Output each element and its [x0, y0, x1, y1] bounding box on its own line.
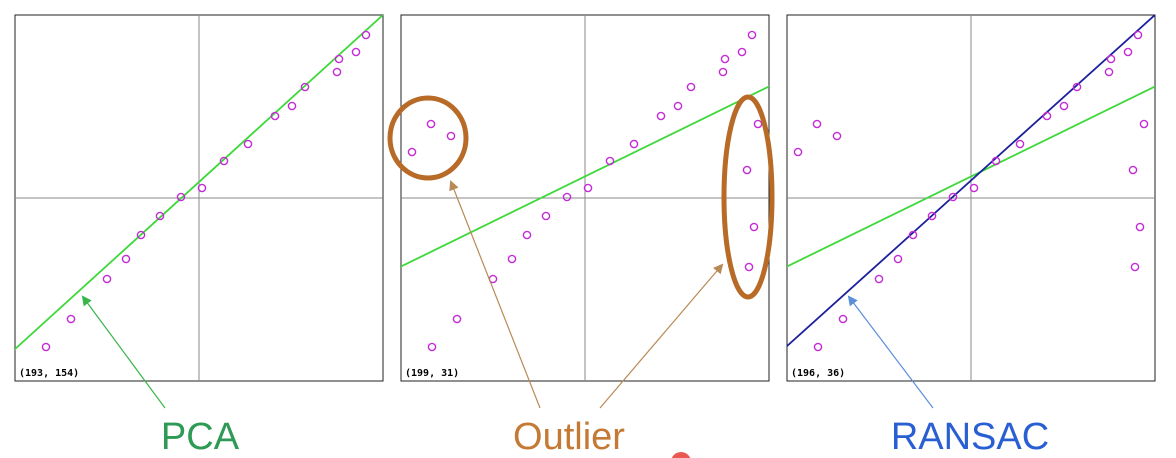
ransac-panel: (196, 36)	[786, 14, 1156, 382]
data-point	[1128, 165, 1138, 175]
cursor-dot-icon	[671, 452, 691, 458]
data-point	[720, 54, 730, 64]
outlier-ellipse-right	[721, 94, 775, 300]
data-point	[1123, 47, 1133, 57]
pca-label: PCA	[161, 416, 240, 458]
data-point	[1135, 222, 1145, 232]
data-point	[744, 262, 754, 272]
data-point	[507, 254, 517, 264]
data-point	[686, 82, 696, 92]
data-point	[361, 30, 371, 40]
data-point	[1104, 67, 1114, 77]
data-point	[1133, 30, 1143, 40]
data-point	[446, 131, 456, 141]
data-point	[452, 314, 462, 324]
data-point	[1015, 139, 1025, 149]
data-point	[334, 54, 344, 64]
data-point	[749, 222, 759, 232]
data-point	[948, 192, 958, 202]
data-point	[629, 139, 639, 149]
data-point	[197, 183, 207, 193]
data-point	[1139, 119, 1149, 129]
ransac-ransac-line	[787, 15, 1155, 348]
pca-arrow	[81, 295, 166, 409]
outlier-circle-left	[387, 95, 469, 181]
data-point	[427, 342, 437, 352]
data-point	[737, 47, 747, 57]
data-point	[673, 101, 683, 111]
data-point	[656, 111, 666, 121]
data-point	[66, 314, 76, 324]
ransac-coordinate-readout: (196, 36)	[791, 368, 845, 379]
data-point	[753, 119, 763, 129]
ransac-fit-line	[787, 85, 1155, 268]
data-point	[969, 183, 979, 193]
data-point	[351, 47, 361, 57]
data-point	[41, 342, 51, 352]
data-point	[562, 192, 572, 202]
data-point	[270, 111, 280, 121]
data-point	[287, 101, 297, 111]
ransac-arrow	[847, 295, 934, 409]
data-point	[893, 254, 903, 264]
data-point	[1072, 82, 1082, 92]
data-point	[1042, 111, 1052, 121]
data-point	[176, 192, 186, 202]
data-point	[1130, 262, 1140, 272]
data-point	[522, 230, 532, 240]
outlier-arrow-right	[599, 263, 724, 409]
data-point	[927, 211, 937, 221]
data-point	[742, 165, 752, 175]
data-point	[812, 119, 822, 129]
data-point	[102, 274, 112, 284]
data-point	[407, 147, 417, 157]
data-point	[243, 139, 253, 149]
data-point	[991, 156, 1001, 166]
data-point	[121, 254, 131, 264]
data-point	[718, 67, 728, 77]
outlier-arrow-left	[449, 180, 541, 409]
data-point	[136, 230, 146, 240]
outlier-panel: (199, 31)	[400, 14, 770, 382]
data-point	[793, 147, 803, 157]
data-point	[583, 183, 593, 193]
data-point	[747, 30, 757, 40]
outlier-coordinate-readout: (199, 31)	[405, 368, 459, 379]
data-point	[1059, 101, 1069, 111]
data-point	[1106, 54, 1116, 64]
data-point	[832, 131, 842, 141]
data-point	[813, 342, 823, 352]
data-point	[219, 156, 229, 166]
data-point	[426, 119, 436, 129]
data-point	[874, 274, 884, 284]
outlier-fit-line	[401, 85, 769, 268]
data-point	[300, 82, 310, 92]
pca-coordinate-readout: (193, 154)	[19, 368, 79, 379]
pca-fit-line	[15, 15, 383, 351]
data-point	[605, 156, 615, 166]
outlier-label: Outlier	[513, 416, 625, 458]
data-point	[838, 314, 848, 324]
ransac-label: RANSAC	[891, 416, 1049, 458]
data-point	[541, 211, 551, 221]
data-point	[332, 67, 342, 77]
pca-panel: (193, 154)	[14, 14, 384, 382]
data-point	[155, 211, 165, 221]
data-point	[908, 230, 918, 240]
